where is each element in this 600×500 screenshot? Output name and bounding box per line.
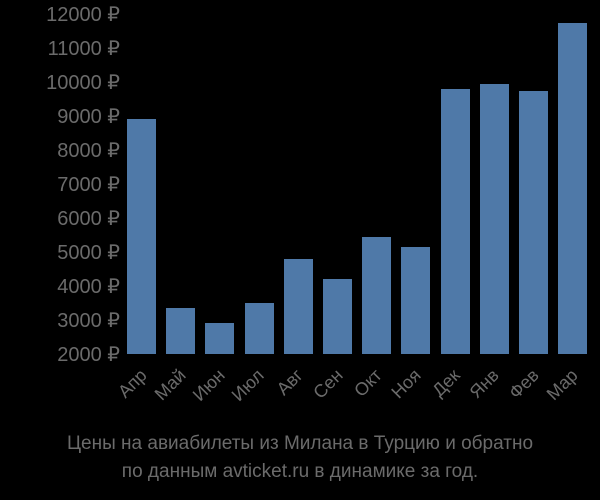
y-tick-label: 7000 ₽: [57, 174, 120, 196]
chart-caption-line1: Цены на авиабилеты из Милана в Турцию и …: [66, 433, 534, 454]
y-tick-label: 3000 ₽: [57, 310, 120, 332]
bar-9: [479, 83, 509, 354]
bar-5: [323, 279, 352, 354]
y-tick-label: 6000 ₽: [57, 208, 120, 230]
bar-4: [283, 258, 313, 354]
y-tick-label: 5000 ₽: [57, 242, 120, 264]
bar-11: [558, 22, 588, 354]
bar-3: [244, 303, 274, 354]
y-tick-label: 8000 ₽: [57, 140, 120, 162]
bar-6: [362, 236, 392, 354]
y-tick-label: 12000 ₽: [46, 4, 120, 26]
bar-8: [440, 88, 470, 354]
y-tick-label: 2000 ₽: [57, 344, 120, 366]
y-tick-label: 11000 ₽: [47, 38, 120, 60]
bar-2: [205, 323, 235, 354]
bar-7: [401, 246, 431, 354]
chart-caption-line2: по данным avticket.ru в динамике за год.: [121, 461, 479, 482]
bar-0: [127, 119, 156, 354]
y-tick-label: 9000 ₽: [57, 106, 120, 128]
y-tick-label: 10000 ₽: [46, 72, 120, 94]
y-tick-label: 4000 ₽: [57, 276, 120, 298]
bar-10: [519, 90, 548, 354]
bar-1: [166, 308, 196, 354]
